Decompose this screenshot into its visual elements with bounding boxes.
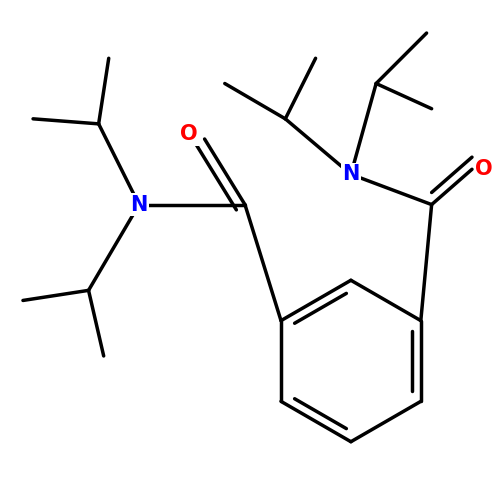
Text: N: N [342,164,359,184]
Text: N: N [130,194,148,214]
Text: O: O [180,124,198,144]
Text: O: O [476,160,493,180]
